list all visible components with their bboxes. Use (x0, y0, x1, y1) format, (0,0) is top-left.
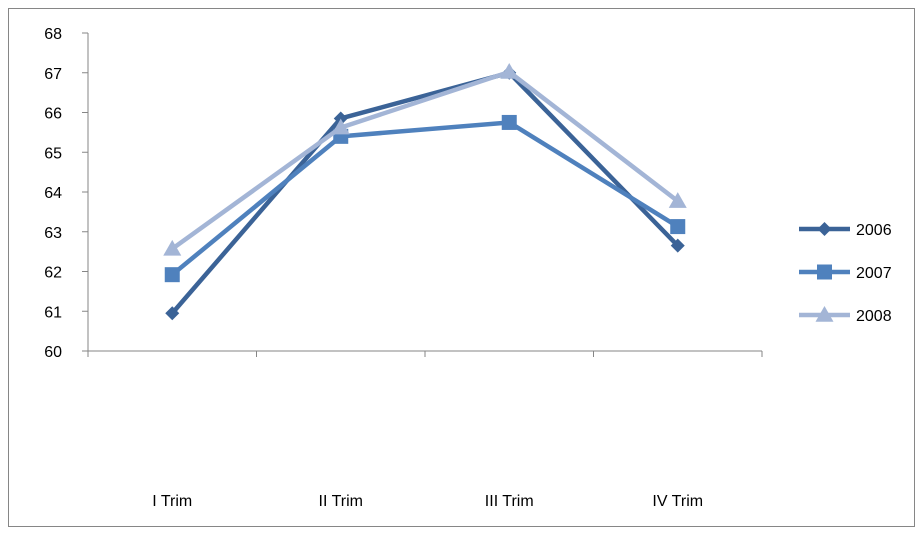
data-point-2008-2 (500, 62, 519, 79)
y-tick-label: 67 (44, 66, 62, 83)
x-tick-label: II Trim (319, 493, 363, 510)
legend-marker (817, 264, 832, 280)
y-tick-label: 66 (44, 106, 62, 123)
data-point-2008-1 (331, 118, 350, 135)
y-tick-label: 62 (44, 265, 62, 282)
data-point-2006-3 (670, 238, 685, 253)
legend-item-2007: 2007 (799, 264, 892, 282)
x-tick-label: IV Trim (652, 493, 703, 510)
legend-marker (817, 222, 832, 236)
legend-label: 2007 (856, 265, 892, 282)
x-tick-label: I Trim (152, 493, 192, 510)
data-point-2007-2 (501, 114, 517, 130)
legend-marker (815, 306, 834, 322)
legend-label: 2008 (856, 308, 892, 325)
series-line-2007 (170, 120, 679, 277)
series-2008 (163, 62, 687, 256)
y-tick-label: 60 (44, 344, 62, 361)
data-point-2008-0 (163, 239, 182, 256)
series-line-2006 (170, 70, 680, 315)
y-tick-label: 64 (44, 185, 62, 202)
legend-item-2006: 2006 (799, 222, 892, 239)
legend: 2006 2007 2008 (799, 222, 892, 325)
series-2007 (164, 114, 686, 283)
y-tick-label: 61 (44, 304, 62, 321)
y-tick-label: 68 (44, 26, 62, 43)
data-point-2007-3 (670, 219, 686, 235)
series-line-2008 (170, 69, 680, 251)
y-tick-label: 63 (44, 225, 62, 242)
x-tick-label: III Trim (485, 493, 534, 510)
chart-frame (8, 8, 915, 527)
data-point-2006-0 (165, 306, 180, 321)
axes: 60 61 62 63 64 65 66 67 68 I Trim II Trim III Trim I… (44, 26, 763, 510)
data-point-2007-0 (164, 267, 180, 283)
series-layer (163, 62, 687, 321)
y-tick-label: 65 (44, 145, 62, 162)
data-point-2008-3 (668, 192, 687, 208)
legend-label: 2006 (856, 222, 892, 239)
data-point-2006-1 (333, 111, 348, 126)
legend-item-2008: 2008 (799, 306, 892, 325)
